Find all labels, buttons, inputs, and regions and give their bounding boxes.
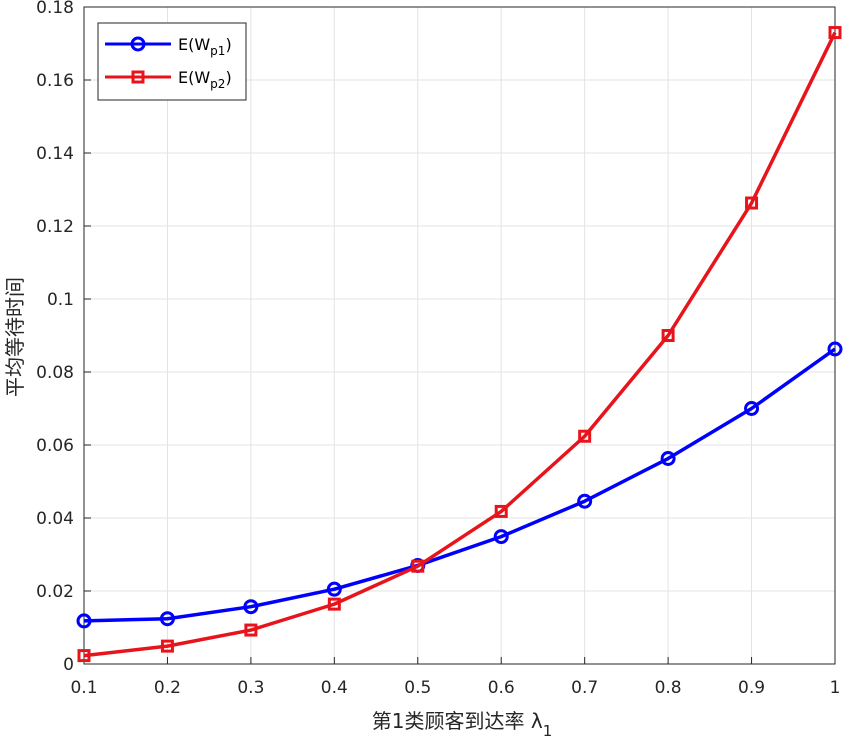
legend-label-series-2-suffix: ) [225,68,231,87]
y-tick-label: 0.16 [36,71,74,91]
legend: E(Wp1) E(Wp2) [97,22,247,101]
data-point-circle [493,529,509,545]
x-tick-label: 0.3 [237,678,264,698]
x-tick-label: 0.9 [738,678,765,698]
data-point-square [745,196,759,210]
series-layer [76,26,843,663]
data-point-square [578,429,592,443]
legend-label-series-1-text: E(W [178,35,210,54]
x-axis-label-subscript: 1 [543,722,553,738]
legend-marker-square [131,70,145,84]
legend-label-series-1: E(Wp1) [178,35,232,58]
legend-label-series-2: E(Wp2) [178,68,232,91]
x-axis-label-text: 第1类顾客到达率 λ [372,709,543,733]
data-point-square [661,329,675,342]
x-tick-label: 0.7 [571,678,598,698]
y-tick-label: 0.14 [36,144,74,164]
legend-label-series-1-sub: p1 [210,44,225,58]
data-point-square [411,559,425,573]
data-point-square [244,623,258,637]
series-2-line [83,31,837,658]
data-point-square [494,504,508,518]
data-point-circle [76,613,92,629]
legend-marker-circle [130,36,146,52]
data-point-circle [159,611,175,627]
data-point-circle [660,451,676,467]
x-tick-label: 0.1 [70,678,97,698]
data-point-circle [326,581,342,597]
plot-area [83,6,836,665]
data-point-circle [577,493,593,509]
x-axis: 0.1 0.2 0.3 0.4 0.5 0.6 0.7 0.8 0.9 1 [70,657,840,698]
y-tick-label: 0.1 [47,290,74,310]
x-tick-label: 0.4 [321,678,348,698]
x-tick-label: 0.5 [404,678,431,698]
y-tick-label: 0.02 [36,582,74,602]
x-tick-label: 0.2 [154,678,181,698]
x-tick-label: 0.8 [655,678,682,698]
legend-item-series-1: E(Wp1) [105,35,232,58]
y-tick-label: 0.08 [36,363,74,383]
y-tick-label: 0 [63,655,74,675]
data-point-square [77,649,91,663]
data-point-square [160,639,174,653]
data-point-square [828,26,842,40]
legend-label-series-2-text: E(W [178,68,210,87]
y-axis: 0 0.02 0.04 0.06 0.08 0.1 0.12 0.14 0.16 0.18 [36,0,91,675]
legend-box [97,22,247,101]
data-point-circle [744,401,760,416]
series-1-line [83,347,837,623]
x-tick-label: 0.6 [488,678,515,698]
x-tick-label: 1 [830,678,841,698]
y-tick-label: 0.06 [36,436,74,456]
data-point-circle [243,599,259,615]
y-tick-label: 0.04 [36,509,74,529]
y-axis-label: 平均等待时间 [3,277,27,397]
series-2 [77,26,842,663]
data-point-circle [827,341,843,357]
x-axis-label: 第1类顾客到达率 λ1 [372,709,552,738]
data-point-square [327,597,341,611]
legend-label-series-2-sub: p2 [210,77,225,91]
y-tick-label: 0.12 [36,217,74,237]
legend-label-series-1-suffix: ) [225,35,231,54]
grid [83,6,836,665]
series-1 [76,341,843,629]
legend-item-series-2: E(Wp2) [105,68,232,91]
y-tick-label: 0.18 [36,0,74,18]
